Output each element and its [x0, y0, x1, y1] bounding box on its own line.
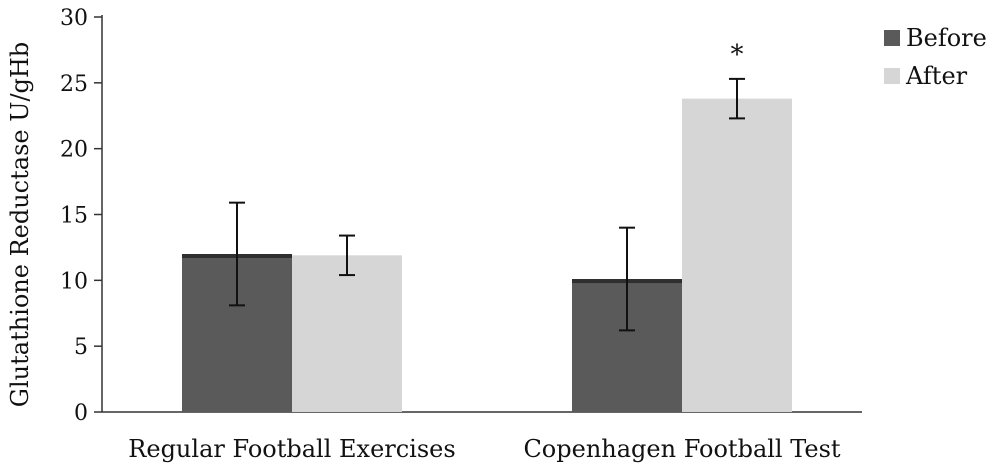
y-tick-label: 30: [60, 6, 88, 31]
labels: 0 5 10 15 20 25 30 Glutathione Reductase U/gHb R…: [6, 6, 841, 463]
legend-swatch-before: [884, 30, 900, 46]
legend-label-after: After: [905, 62, 968, 90]
bar-after-0: [292, 255, 402, 412]
significance-marker: *: [731, 40, 744, 70]
y-axis-title: Glutathione Reductase U/gHb: [6, 42, 34, 407]
x-category-label: Copenhagen Football Test: [523, 435, 840, 463]
y-tick-label: 25: [60, 72, 88, 97]
y-tick-label: 20: [60, 138, 88, 163]
y-tick-label: 15: [60, 204, 88, 229]
x-category-label: Regular Football Exercises: [128, 435, 455, 463]
y-tick-label: 5: [74, 335, 88, 360]
legend: Before After: [884, 24, 987, 90]
legend-swatch-after: [884, 68, 900, 84]
y-tick-label: 0: [74, 401, 88, 426]
bar-after-1: [682, 98, 792, 412]
y-tick-label: 10: [60, 269, 88, 294]
error-bars: [229, 77, 745, 332]
bars: [182, 98, 792, 412]
legend-label-before: Before: [906, 24, 987, 52]
